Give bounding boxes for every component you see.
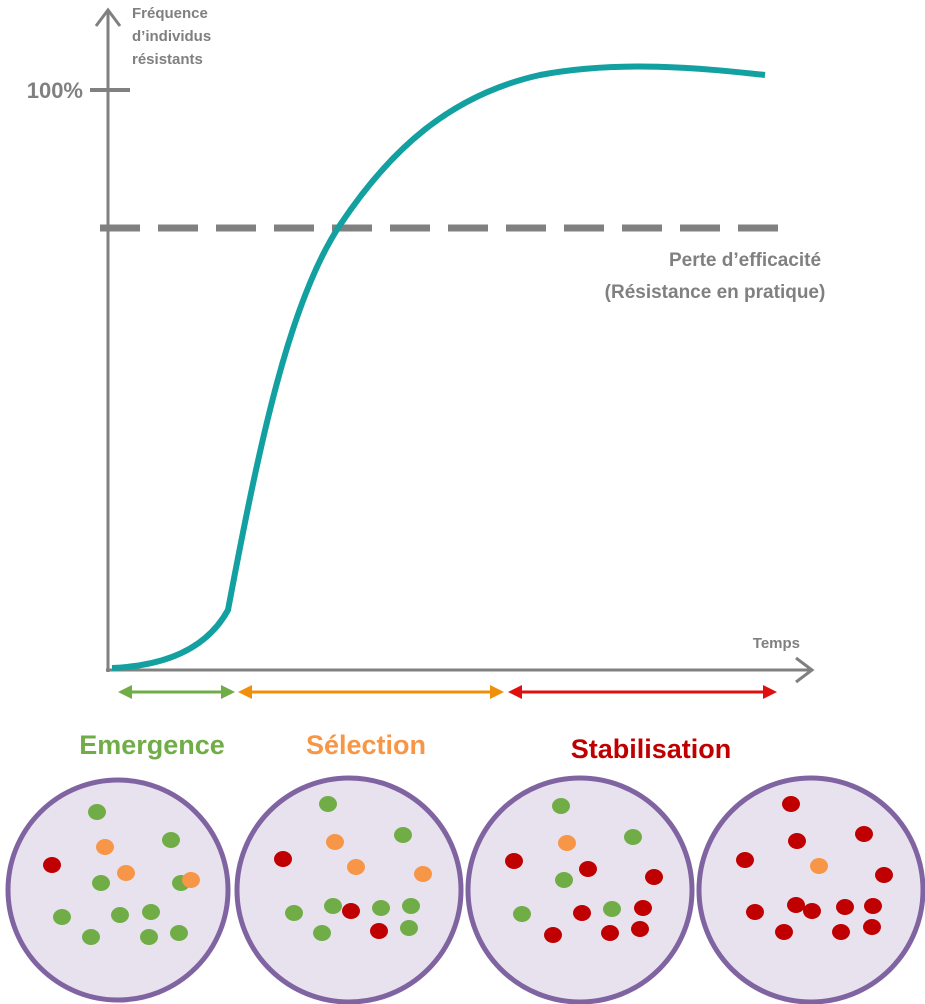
- phase-label: Stabilisation: [571, 734, 732, 764]
- phase-label: Sélection: [306, 730, 426, 760]
- threshold-label: Perte d’efficacité: [669, 250, 821, 271]
- populations: [8, 778, 923, 1002]
- y-label: résistants: [132, 51, 203, 68]
- diagram: Fréquence d’individus résistants 100% Te…: [0, 0, 925, 1004]
- curve: [112, 66, 765, 668]
- threshold-label: (Résistance en pratique): [605, 282, 826, 303]
- y-label: Fréquence: [132, 5, 208, 22]
- y-mark: 100%: [27, 78, 83, 103]
- x-label: Temps: [753, 635, 800, 652]
- phase-arrows: [118, 685, 777, 699]
- phase-label: Emergence: [79, 730, 225, 760]
- y-label: d’individus: [132, 28, 211, 45]
